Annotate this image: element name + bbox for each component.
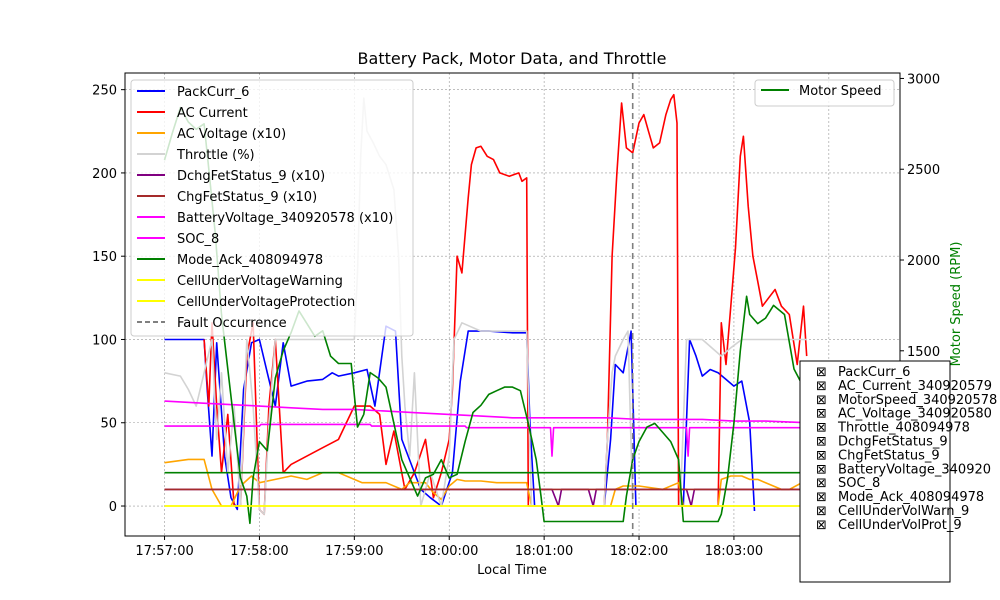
checkbox-label: CellUnderVolProt_9 [838,518,962,533]
y2-axis-label: Motor Speed (RPM) [949,242,964,367]
plot-frame [124,72,901,537]
y2-tick-label: 1500 [907,345,940,360]
legend-label: Throttle (%) [176,148,255,163]
checkbox-item[interactable]: ⊠ Mode_Ack_408094978 [816,490,984,505]
x-tick-label: 17:59:00 [325,544,383,559]
checkbox-box-icon[interactable]: ⊠ [816,490,827,505]
legend-left-box [130,79,414,337]
checkbox-box-icon[interactable]: ⊠ [816,435,827,450]
series-line-batteryvoltage-340920578-x10- [164,400,807,424]
x-tick-label: 17:58:00 [230,544,288,559]
legend-right: Motor Speed [754,79,895,107]
checkbox-box-icon[interactable]: ⊠ [816,448,827,463]
series-lines [163,93,811,525]
checkbox-panel[interactable]: ⊠ PackCurr_6 ⊠ AC_Current_340920579 ⊠ MotorSp… [799,360,997,583]
checkbox-item[interactable]: ⊠ SOC_8 [816,476,880,491]
checkbox-panel-frame [799,360,951,583]
checkbox-item[interactable]: ⊠ MotorSpeed_340920578 [816,393,997,408]
series-line-soc-8 [164,423,807,457]
chart-title: Battery Pack, Motor Data, and Throttle [358,49,667,68]
x-tick-label: 17:57:00 [135,544,193,559]
legend-label: DchgFetStatus_9 (x10) [177,169,325,184]
checkbox-box-icon[interactable]: ⊠ [816,421,827,436]
x-tick-label: 18:01:00 [515,544,573,559]
legend-label: ChgFetStatus_9 (x10) [177,190,317,205]
series-line-mode-ack-408094978 [163,106,811,525]
checkbox-label: CellUnderVolWarn_9 [838,504,969,519]
legend-label: SOC_8 [177,232,219,247]
checkbox-box-icon[interactable]: ⊠ [816,476,827,491]
x-axis-label: Local Time [477,563,547,578]
legend-left: PackCurr_6 AC Current AC Voltage (x10) Thro… [130,79,414,337]
x-tick-label: 18:02:00 [610,544,668,559]
checkbox-label: DchgFetStatus_9 [838,435,948,450]
series-line-ac-voltage-x10- [164,458,806,507]
checkbox-box-icon[interactable]: ⊠ [816,504,827,519]
checkbox-label: PackCurr_6 [838,365,910,380]
checkbox-box-icon[interactable]: ⊠ [816,393,827,408]
y-tick-label: 50 [100,417,117,432]
checkbox-box-icon[interactable]: ⊠ [816,518,827,533]
x-tick-label: 18:00:00 [420,544,478,559]
checkbox-item[interactable]: ⊠ ChgFetStatus_9 [816,448,940,463]
legend-label: AC Voltage (x10) [177,127,286,142]
legend-label: PackCurr_6 [177,85,249,100]
checkbox-item[interactable]: ⊠ CellUnderVolWarn_9 [816,504,969,519]
checkbox-label: SOC_8 [838,476,880,491]
checkbox-label: AC_Current_340920579 [838,379,992,394]
checkbox-label: BatteryVoltage_340920 [838,462,991,477]
checkbox-item[interactable]: ⊠ CellUnderVolProt_9 [816,518,962,533]
checkbox-item[interactable]: ⊠ DchgFetStatus_9 [816,435,948,450]
y2-tick-label: 2000 [907,254,940,269]
checkbox-label: Mode_Ack_408094978 [838,490,984,505]
checkbox-label: Throttle_408094978 [837,421,970,436]
legend-label: CellUnderVoltageWarning [177,274,343,289]
series-line-dchgfetstatus-9-x10- [164,488,807,507]
y-tick-label: 200 [92,167,117,182]
checkbox-item[interactable]: ⊠ PackCurr_6 [816,365,910,380]
legend-label: AC Current [177,106,248,121]
checkbox-label: MotorSpeed_340920578 [838,393,997,408]
checkbox-label: ChgFetStatus_9 [838,448,940,463]
y2-tick-label: 2500 [907,163,940,178]
y-tick-label: 100 [92,333,117,348]
checkbox-item[interactable]: ⊠ AC_Current_340920579 [816,379,992,394]
legend-label: BatteryVoltage_340920578 (x10) [177,211,393,226]
series-line-ac-current [203,93,808,516]
legend-label: Motor Speed [799,84,881,99]
legend-right-box [754,79,895,107]
checkbox-item[interactable]: ⊠ AC_Voltage_340920580 [816,407,992,422]
x-axis-ticks: 17:57:00 17:58:00 17:59:00 18:00:00 18:01:00… [135,536,858,559]
checkbox-box-icon[interactable]: ⊠ [816,365,827,380]
y2-axis-ticks: 1500 2000 2500 3000 [900,72,940,360]
checkbox-box-icon[interactable]: ⊠ [816,407,827,422]
y2-tick-label: 3000 [907,72,940,87]
y-tick-label: 0 [109,500,117,515]
y-tick-label: 250 [92,84,117,99]
y-tick-label: 150 [92,250,117,265]
legend-label: Fault Occurrence [177,316,287,331]
checkbox-item[interactable]: ⊠ BatteryVoltage_340920 [816,462,991,477]
checkbox-box-icon[interactable]: ⊠ [816,379,827,394]
checkbox-label: AC_Voltage_340920580 [838,407,992,422]
legend-label: CellUnderVoltageProtection [177,295,355,310]
x-tick-label: 18:03:00 [705,544,763,559]
legend-label: Mode_Ack_408094978 [177,253,323,268]
y-axis-ticks: 0 50 100 150 200 250 [92,84,125,515]
checkbox-box-icon[interactable]: ⊠ [816,462,827,477]
checkbox-item[interactable]: ⊠ Throttle_408094978 [816,421,970,436]
